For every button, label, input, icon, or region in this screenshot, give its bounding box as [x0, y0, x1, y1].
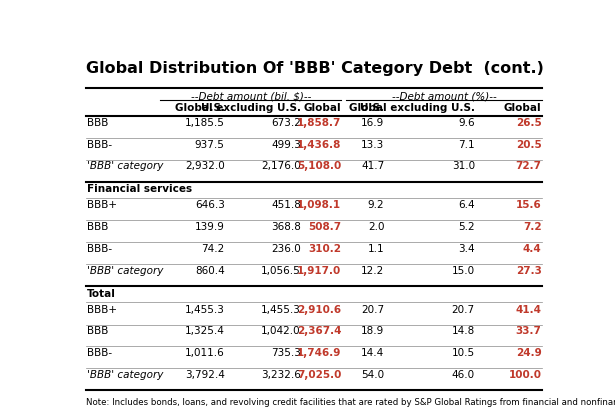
Text: 236.0: 236.0 — [271, 244, 301, 254]
Text: 26.5: 26.5 — [516, 118, 542, 128]
Text: 1,056.5: 1,056.5 — [261, 266, 301, 276]
Text: 673.2: 673.2 — [271, 118, 301, 128]
Text: 9.2: 9.2 — [368, 201, 384, 210]
Text: 2,176.0: 2,176.0 — [261, 161, 301, 171]
Text: 24.9: 24.9 — [516, 348, 542, 358]
Text: BBB+: BBB+ — [87, 305, 117, 314]
Text: --Debt amount (%)--: --Debt amount (%)-- — [392, 92, 496, 102]
Text: 'BBB' category: 'BBB' category — [87, 370, 164, 380]
Text: 27.3: 27.3 — [516, 266, 542, 276]
Text: 13.3: 13.3 — [361, 140, 384, 150]
Text: 3,232.6: 3,232.6 — [261, 370, 301, 380]
Text: 20.7: 20.7 — [361, 305, 384, 314]
Text: 72.7: 72.7 — [515, 161, 542, 171]
Text: 1,185.5: 1,185.5 — [184, 118, 224, 128]
Text: 15.6: 15.6 — [516, 201, 542, 210]
Text: 735.3: 735.3 — [271, 348, 301, 358]
Text: BBB-: BBB- — [87, 244, 113, 254]
Text: 860.4: 860.4 — [195, 266, 224, 276]
Text: 18.9: 18.9 — [361, 327, 384, 337]
Text: 54.0: 54.0 — [361, 370, 384, 380]
Text: 499.3: 499.3 — [271, 140, 301, 150]
Text: Global: Global — [304, 104, 341, 114]
Text: 7,025.0: 7,025.0 — [297, 370, 341, 380]
Text: 12.2: 12.2 — [361, 266, 384, 276]
Text: 1.1: 1.1 — [368, 244, 384, 254]
Text: BBB: BBB — [87, 327, 109, 337]
Text: BBB+: BBB+ — [87, 201, 117, 210]
Text: 41.7: 41.7 — [361, 161, 384, 171]
Text: 1,042.0: 1,042.0 — [261, 327, 301, 337]
Text: 1,455.3: 1,455.3 — [261, 305, 301, 314]
Text: 2,932.0: 2,932.0 — [185, 161, 224, 171]
Text: 7.2: 7.2 — [523, 222, 542, 232]
Text: 41.4: 41.4 — [515, 305, 542, 314]
Text: 2.0: 2.0 — [368, 222, 384, 232]
Text: Global excluding U.S.: Global excluding U.S. — [175, 104, 301, 114]
Text: Global excluding U.S.: Global excluding U.S. — [349, 104, 475, 114]
Text: 31.0: 31.0 — [452, 161, 475, 171]
Text: 'BBB' category: 'BBB' category — [87, 161, 164, 171]
Text: 10.5: 10.5 — [452, 348, 475, 358]
Text: 15.0: 15.0 — [452, 266, 475, 276]
Text: BBB-: BBB- — [87, 348, 113, 358]
Text: 1,436.8: 1,436.8 — [297, 140, 341, 150]
Text: 937.5: 937.5 — [195, 140, 224, 150]
Text: Global: Global — [504, 104, 542, 114]
Text: --Debt amount (bil. $)--: --Debt amount (bil. $)-- — [191, 92, 311, 102]
Text: BBB: BBB — [87, 222, 109, 232]
Text: 3,792.4: 3,792.4 — [184, 370, 224, 380]
Text: 20.5: 20.5 — [516, 140, 542, 150]
Text: U.S.: U.S. — [360, 104, 384, 114]
Text: 1,858.7: 1,858.7 — [297, 118, 341, 128]
Text: 74.2: 74.2 — [201, 244, 224, 254]
Text: 9.6: 9.6 — [458, 118, 475, 128]
Text: 1,325.4: 1,325.4 — [184, 327, 224, 337]
Text: 1,746.9: 1,746.9 — [297, 348, 341, 358]
Text: 20.7: 20.7 — [452, 305, 475, 314]
Text: 1,917.0: 1,917.0 — [297, 266, 341, 276]
Text: BBB: BBB — [87, 118, 109, 128]
Text: 451.8: 451.8 — [271, 201, 301, 210]
Text: 46.0: 46.0 — [452, 370, 475, 380]
Text: 310.2: 310.2 — [308, 244, 341, 254]
Text: 14.4: 14.4 — [361, 348, 384, 358]
Text: Financial services: Financial services — [87, 184, 192, 194]
Text: 33.7: 33.7 — [516, 327, 542, 337]
Text: 5,108.0: 5,108.0 — [297, 161, 341, 171]
Text: 646.3: 646.3 — [195, 201, 224, 210]
Text: 1,011.6: 1,011.6 — [185, 348, 224, 358]
Text: 'BBB' category: 'BBB' category — [87, 266, 164, 276]
Text: 368.8: 368.8 — [271, 222, 301, 232]
Text: 3.4: 3.4 — [458, 244, 475, 254]
Text: 7.1: 7.1 — [458, 140, 475, 150]
Text: Global Distribution Of 'BBB' Category Debt  (cont.): Global Distribution Of 'BBB' Category De… — [86, 61, 544, 76]
Text: 508.7: 508.7 — [308, 222, 341, 232]
Text: 2,910.6: 2,910.6 — [297, 305, 341, 314]
Text: 1,098.1: 1,098.1 — [297, 201, 341, 210]
Text: 16.9: 16.9 — [361, 118, 384, 128]
Text: 5.2: 5.2 — [458, 222, 475, 232]
Text: 100.0: 100.0 — [509, 370, 542, 380]
Text: Total: Total — [87, 289, 116, 299]
Text: 6.4: 6.4 — [458, 201, 475, 210]
Text: 1,455.3: 1,455.3 — [184, 305, 224, 314]
Text: 2,367.4: 2,367.4 — [297, 327, 341, 337]
Text: 14.8: 14.8 — [451, 327, 475, 337]
Text: 139.9: 139.9 — [195, 222, 224, 232]
Text: Note: Includes bonds, loans, and revolving credit facilities that are rated by S: Note: Includes bonds, loans, and revolvi… — [86, 398, 615, 407]
Text: 4.4: 4.4 — [523, 244, 542, 254]
Text: BBB-: BBB- — [87, 140, 113, 150]
Text: U.S.: U.S. — [200, 104, 224, 114]
